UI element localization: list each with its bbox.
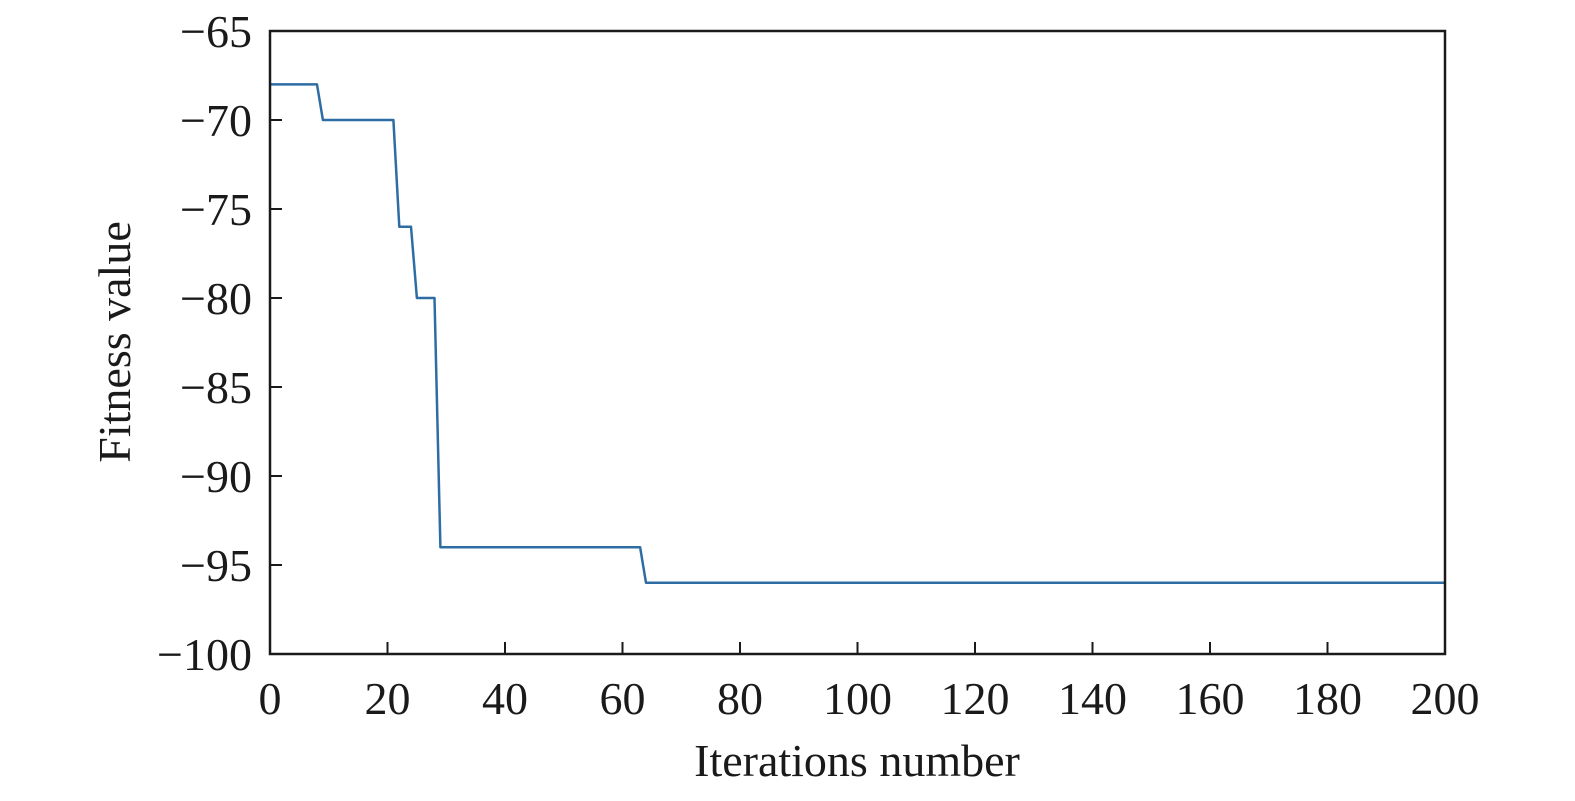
y-axis-label: Fitness value (89, 221, 140, 462)
plot-area-frame (268, 29, 1447, 656)
x-tick-label: 0 (259, 673, 282, 724)
y-tick-label: −85 (180, 362, 252, 413)
x-tick-label: 20 (365, 673, 411, 724)
x-tick-label: 200 (1411, 673, 1480, 724)
x-axis-label: Iterations number (694, 735, 1020, 786)
y-tick-label: −75 (180, 184, 252, 235)
x-tick-label: 180 (1293, 673, 1362, 724)
x-tick-label: 80 (717, 673, 763, 724)
x-tick-label: 40 (482, 673, 528, 724)
ticks-layer (269, 30, 1446, 655)
x-tick-label: 160 (1176, 673, 1245, 724)
x-tick-label: 140 (1058, 673, 1127, 724)
x-tick-label: 100 (823, 673, 892, 724)
y-tick-label: −95 (180, 540, 252, 591)
y-tick-label: −80 (180, 273, 252, 324)
fitness-series-line (270, 83, 1445, 585)
tick-labels-layer: 0 20 40 60 80 100 120 140 160 180 200 −65 −70 −75 −80 −… (157, 6, 1479, 724)
x-tick-label: 120 (941, 673, 1010, 724)
y-tick-label: −90 (180, 451, 252, 502)
x-tick-label: 60 (600, 673, 646, 724)
y-tick-label: −65 (180, 6, 252, 57)
y-tick-label: −100 (157, 629, 252, 680)
y-tick-label: −70 (180, 95, 252, 146)
series-layer (270, 83, 1445, 585)
